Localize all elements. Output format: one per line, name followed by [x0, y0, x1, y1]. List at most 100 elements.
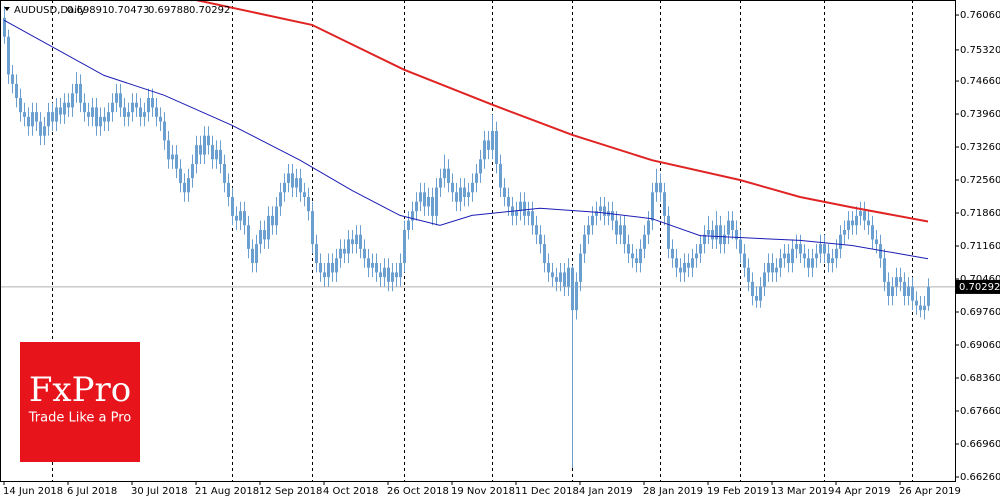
candle-body — [319, 262, 322, 273]
candle-body — [107, 112, 110, 122]
header-low: 0.69788 — [148, 5, 189, 16]
candle-body — [675, 258, 678, 268]
candle-body — [103, 116, 106, 122]
candle-body — [243, 211, 246, 226]
candle-body — [495, 130, 498, 164]
x-tick-label: 12 Sep 2018 — [259, 486, 322, 497]
x-tick-label: 30 Jul 2018 — [131, 486, 188, 497]
x-tick-label: 14 Jun 2018 — [3, 486, 63, 497]
candle-body — [759, 286, 762, 301]
candle-body — [447, 168, 450, 183]
candle-body — [835, 248, 838, 259]
candle-body — [135, 102, 138, 108]
candle-body — [183, 182, 186, 193]
x-tick-label: 4 Jan 2019 — [579, 486, 633, 497]
candle-body — [375, 262, 378, 273]
candle-body — [851, 220, 854, 226]
candle-body — [771, 262, 774, 273]
candle-body — [203, 135, 206, 155]
candle-body — [751, 281, 754, 296]
candle-body — [611, 211, 614, 221]
candle-body — [547, 262, 550, 273]
candle-body — [159, 116, 162, 122]
candle-body — [379, 272, 382, 278]
candle-body — [95, 107, 98, 127]
candle-body — [111, 102, 114, 113]
candle-body — [807, 258, 810, 268]
candle-body — [747, 267, 750, 282]
candle-body — [235, 215, 238, 221]
plot-area — [0, 0, 955, 481]
candle-body — [175, 154, 178, 169]
candle-body — [403, 229, 406, 263]
candle-body — [459, 187, 462, 202]
candle-body — [411, 211, 414, 221]
candle-body — [75, 83, 78, 94]
candle-body — [147, 98, 150, 113]
candle-body — [155, 107, 158, 117]
candle-body — [827, 253, 830, 263]
candle-body — [783, 253, 786, 259]
x-tick-label: 19 Feb 2019 — [707, 486, 769, 497]
candle-body — [707, 229, 710, 235]
candle-body — [575, 281, 578, 311]
x-tick-label: 13 Mar 2019 — [771, 486, 834, 497]
x-tick-label: 4 Apr 2019 — [835, 486, 890, 497]
candle-body — [223, 163, 226, 183]
candle-body — [219, 149, 222, 164]
candle-body — [907, 286, 910, 296]
candle-body — [231, 196, 234, 216]
candle-body — [139, 107, 142, 117]
y-tick-label: 0.71160 — [960, 241, 1000, 252]
candle-body — [563, 272, 566, 287]
candle-body — [551, 272, 554, 278]
moving-average — [3, 19, 929, 260]
header-close: 0.70292 — [189, 5, 230, 16]
header-high: 0.70473 — [108, 5, 149, 16]
candle-body — [667, 215, 670, 249]
candle-body — [559, 272, 562, 282]
candle-body — [87, 112, 90, 117]
candle-body — [23, 112, 26, 117]
candle-body — [671, 248, 674, 259]
candle-body — [191, 163, 194, 179]
y-tick-label: 0.71860 — [960, 208, 1000, 219]
candle-body — [423, 192, 426, 207]
candle-body — [267, 215, 270, 240]
y-tick-label: 0.73960 — [960, 109, 1000, 120]
candle-body — [755, 295, 758, 301]
candle-body — [371, 262, 374, 268]
candle-body — [583, 234, 586, 254]
candle-body — [311, 211, 314, 245]
candle-body — [855, 215, 858, 226]
menu-arrow[interactable] — [4, 7, 10, 11]
candle-body — [259, 229, 262, 245]
candle-body — [387, 267, 390, 282]
candle-body — [683, 262, 686, 273]
candle-body — [691, 258, 694, 268]
candle-body — [271, 215, 274, 226]
candle-body — [207, 135, 210, 146]
candle-body — [15, 83, 18, 99]
candle-body — [647, 220, 650, 235]
candle-body — [351, 239, 354, 245]
candle-body — [899, 277, 902, 282]
current-price-label: 0.70292 — [959, 282, 1000, 293]
candle-body — [635, 258, 638, 263]
candle-body — [651, 192, 654, 221]
candle-body — [391, 272, 394, 282]
candle-body — [435, 187, 438, 216]
candle-body — [479, 159, 482, 174]
candle-body — [331, 262, 334, 273]
candle-body — [819, 244, 822, 254]
candle-body — [7, 36, 10, 75]
candle-body — [355, 234, 358, 245]
candle-body — [915, 300, 918, 306]
candle-body — [663, 192, 666, 216]
candle-body — [123, 107, 126, 117]
candle-body — [359, 234, 362, 249]
candle-body — [39, 121, 42, 136]
candle-body — [631, 253, 634, 259]
candle-body — [619, 225, 622, 235]
